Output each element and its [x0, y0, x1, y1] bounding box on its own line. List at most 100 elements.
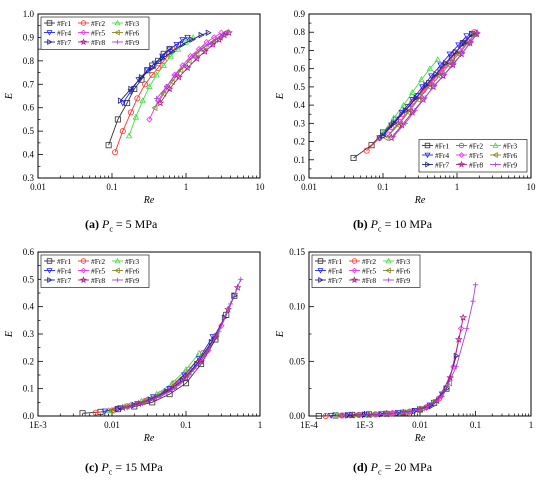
legend-label: #Fr4 [435, 151, 449, 160]
data-point [409, 88, 416, 95]
legend-label: #Fr2 [469, 141, 483, 150]
legend-marker [385, 267, 391, 274]
y-tick-label: 0.4 [294, 100, 306, 110]
legend-label: #Fr1 [435, 141, 449, 150]
panel-b: 0.01 0.1 1 10 0.0 0.1 0.2 0.3 0.4 0.5 0.6 0.7 0.8 0.9… [275, 9, 536, 206]
y-axis-label: E [275, 331, 286, 338]
caption-b: (b) Pc = 10 MPa [353, 217, 433, 234]
legend-label: #Fr6 [125, 28, 139, 37]
y-tick-label: 0.0 [294, 173, 306, 183]
data-point [205, 41, 211, 48]
legend-marker [351, 258, 358, 264]
data-point [400, 101, 407, 108]
series-fr9 [391, 29, 481, 139]
data-point [433, 70, 440, 78]
series-fr9 [124, 276, 244, 411]
x-tick-label: 1E-3 [356, 420, 374, 430]
data-point [423, 81, 430, 89]
data-point [147, 396, 154, 403]
data-point [225, 28, 233, 37]
data-point [169, 48, 176, 55]
data-point [197, 357, 205, 365]
data-point [195, 349, 203, 356]
legend-marker [47, 39, 53, 45]
legend-label: #Fr1 [57, 19, 71, 28]
data-point [151, 104, 158, 111]
data-point [218, 322, 225, 329]
legend-item: #Fr6 [112, 28, 139, 37]
x-axis-label: Re [414, 433, 426, 444]
legend-item: #Fr2 [456, 141, 483, 150]
data-point [373, 412, 379, 418]
data-point [119, 128, 126, 135]
x-tick-label: 0.01 [412, 420, 428, 430]
data-point [238, 276, 244, 282]
data-point [390, 114, 398, 121]
data-point [115, 405, 122, 413]
legend-item: #Fr6 [490, 151, 517, 160]
series-line [120, 32, 209, 102]
legend-item: #Fr4 [422, 151, 449, 160]
x-tick-label: 0.1 [180, 420, 191, 430]
data-point [382, 409, 391, 418]
legend-marker [351, 267, 358, 274]
data-point [173, 41, 181, 48]
legend-item: #Fr8 [349, 276, 376, 285]
legend-label: #Fr9 [503, 160, 517, 169]
legend-item: #Fr6 [383, 266, 410, 275]
data-point [125, 132, 133, 139]
legend-item: #Fr4 [44, 266, 71, 275]
y-tick-label: 0.7 [23, 79, 35, 89]
legend-marker [79, 276, 88, 284]
x-tick-label: 0.1 [377, 182, 388, 192]
data-point [457, 325, 465, 332]
legend-item: #Fr1 [315, 257, 342, 266]
legend-marker [115, 277, 120, 283]
legend: #Fr1 #Fr2 #Fr3 #Fr4 #Fr5 #Fr6 #Fr7 #Fr8 #Fr9 [40, 16, 150, 50]
y-tick-label: 0.8 [294, 27, 306, 37]
data-point [216, 328, 222, 334]
data-point [174, 73, 183, 81]
data-point [363, 147, 370, 154]
y-tick-label: 0.9 [23, 32, 35, 42]
data-point [114, 116, 121, 123]
data-point [451, 60, 457, 66]
legend-marker [386, 277, 391, 283]
legend-label: #Fr5 [91, 28, 105, 37]
data-point [439, 393, 445, 399]
y-axis-label: E [275, 93, 286, 100]
x-tick-label: 10 [256, 182, 266, 192]
x-tick-label: 1 [184, 182, 189, 192]
legend-marker [385, 257, 392, 264]
legend-marker [46, 30, 53, 36]
legend-label: #Fr3 [125, 257, 139, 266]
legend-label: #Fr8 [91, 276, 105, 285]
data-point [428, 73, 435, 80]
x-tick-label: 0.01 [104, 420, 120, 430]
panel-a: 0.01 0.1 1 10 0.3 0.4 0.5 0.6 0.7 0.8 0.9 1.0 Re E #Fr… [4, 9, 265, 206]
y-tick-label: 0.4 [23, 150, 35, 160]
data-point [202, 353, 208, 359]
data-point [160, 62, 168, 69]
legend-item: #Fr9 [112, 276, 139, 285]
data-point [149, 64, 156, 72]
data-point [399, 408, 408, 417]
legend-label: #Fr2 [91, 19, 105, 28]
data-point [452, 48, 459, 56]
data-point [160, 90, 167, 97]
legend-box [418, 139, 528, 173]
data-point [118, 403, 127, 412]
legend-marker [492, 152, 498, 158]
legend-marker [458, 152, 465, 158]
series-fr4 [376, 33, 470, 142]
data-point [225, 30, 231, 36]
legend-marker [80, 20, 87, 26]
data-point [407, 409, 413, 415]
legend-marker [492, 142, 499, 148]
legend-item: #Fr8 [78, 38, 105, 47]
data-point [455, 42, 462, 49]
x-tick-label: 10 [527, 182, 537, 192]
series-line [385, 33, 476, 139]
series-fr9 [153, 30, 231, 101]
